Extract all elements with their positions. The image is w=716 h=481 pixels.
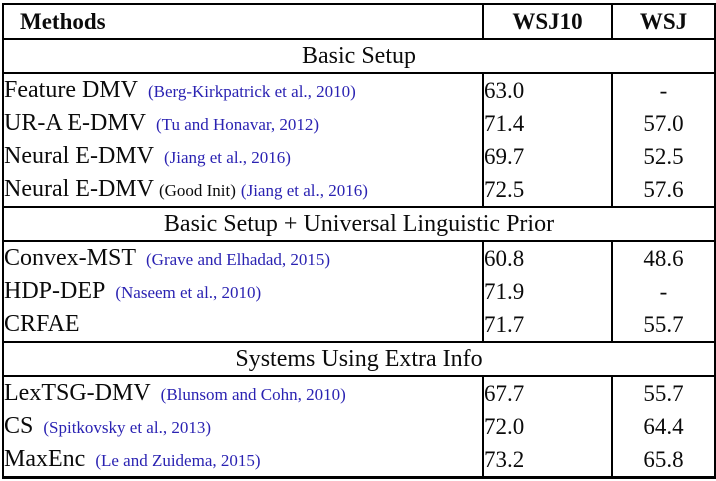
column-header-wsj: WSJ bbox=[611, 4, 715, 39]
wsj-score: 48.6 bbox=[611, 241, 715, 275]
wsj10-score: 71.7 bbox=[482, 308, 612, 342]
header-row: Methods WSJ10 WSJ bbox=[3, 4, 715, 39]
citation: (Naseem et al., 2010) bbox=[115, 283, 262, 302]
method-name: Convex-MST bbox=[4, 245, 136, 271]
table-row: Feature DMV (Berg-Kirkpatrick et al., 201… bbox=[3, 73, 715, 107]
citation: (Jiang et al., 2016) bbox=[163, 148, 291, 167]
column-header-methods: Methods bbox=[20, 8, 106, 34]
citation: (Berg-Kirkpatrick et al., 2010) bbox=[147, 82, 356, 101]
method-name: LexTSG-DMV bbox=[4, 380, 151, 406]
wsj-score: 57.0 bbox=[611, 107, 715, 140]
section-header-basic-setup: Basic Setup bbox=[3, 38, 715, 74]
citation: (Blunsom and Cohn, 2010) bbox=[160, 385, 346, 404]
citation: (Jiang et al., 2016) bbox=[240, 181, 368, 200]
wsj10-score: 71.4 bbox=[482, 107, 612, 140]
method-name: CRFAE bbox=[4, 311, 80, 337]
results-table: Methods WSJ10 WSJ Basic Setup Feature DM… bbox=[2, 3, 716, 479]
wsj-score: - bbox=[611, 275, 715, 308]
method-name: Neural E-DMV bbox=[4, 176, 154, 202]
wsj-score: 55.7 bbox=[611, 308, 715, 342]
table-row: Neural E-DMV (Good Init) (Jiang et al., 20… bbox=[3, 173, 715, 207]
wsj-score: 65.8 bbox=[611, 443, 715, 478]
section-header-universal-linguistic-prior: Basic Setup + Universal Linguistic Prior bbox=[3, 206, 715, 242]
wsj10-score: 60.8 bbox=[482, 241, 612, 275]
method-name: CS bbox=[4, 413, 34, 439]
method-name: Feature DMV bbox=[4, 77, 138, 103]
citation: (Le and Zuidema, 2015) bbox=[95, 451, 261, 470]
wsj-score: 52.5 bbox=[611, 140, 715, 173]
table-row: CRFAE 71.7 55.7 bbox=[3, 308, 715, 342]
wsj-score: 55.7 bbox=[611, 376, 715, 410]
table-row: Convex-MST (Grave and Elhadad, 2015) 60.8… bbox=[3, 241, 715, 275]
section-header-extra-info: Systems Using Extra Info bbox=[3, 341, 715, 377]
wsj10-score: 72.0 bbox=[482, 410, 612, 443]
table-row: MaxEnc (Le and Zuidema, 2015) 73.2 65.8 bbox=[3, 443, 715, 478]
wsj10-score: 73.2 bbox=[482, 443, 612, 478]
table-row: Neural E-DMV (Jiang et al., 2016) 69.7 52… bbox=[3, 140, 715, 173]
method-name: MaxEnc bbox=[4, 446, 86, 472]
wsj-score: 64.4 bbox=[611, 410, 715, 443]
section-title: Basic Setup bbox=[3, 38, 715, 74]
wsj10-score: 72.5 bbox=[482, 173, 612, 207]
method-name: UR-A E-DMV bbox=[4, 110, 146, 136]
table-row: HDP-DEP (Naseem et al., 2010) 71.9 - bbox=[3, 275, 715, 308]
method-name: HDP-DEP bbox=[4, 278, 106, 304]
citation: (Grave and Elhadad, 2015) bbox=[146, 250, 331, 269]
column-header-wsj10: WSJ10 bbox=[482, 4, 612, 39]
table-row: CS (Spitkovsky et al., 2013) 72.0 64.4 bbox=[3, 410, 715, 443]
table-row: UR-A E-DMV (Tu and Honavar, 2012) 71.4 57… bbox=[3, 107, 715, 140]
method-note: (Good Init) bbox=[158, 181, 236, 200]
wsj10-score: 67.7 bbox=[482, 376, 612, 410]
wsj10-score: 71.9 bbox=[482, 275, 612, 308]
wsj-score: - bbox=[611, 73, 715, 107]
table-row: LexTSG-DMV (Blunsom and Cohn, 2010) 67.7 … bbox=[3, 376, 715, 410]
section-title: Systems Using Extra Info bbox=[3, 341, 715, 377]
wsj10-score: 69.7 bbox=[482, 140, 612, 173]
wsj-score: 57.6 bbox=[611, 173, 715, 207]
method-name: Neural E-DMV bbox=[4, 143, 154, 169]
wsj10-score: 63.0 bbox=[482, 73, 612, 107]
section-title: Basic Setup + Universal Linguistic Prior bbox=[3, 206, 715, 242]
citation: (Spitkovsky et al., 2013) bbox=[43, 418, 211, 437]
citation: (Tu and Honavar, 2012) bbox=[156, 115, 320, 134]
